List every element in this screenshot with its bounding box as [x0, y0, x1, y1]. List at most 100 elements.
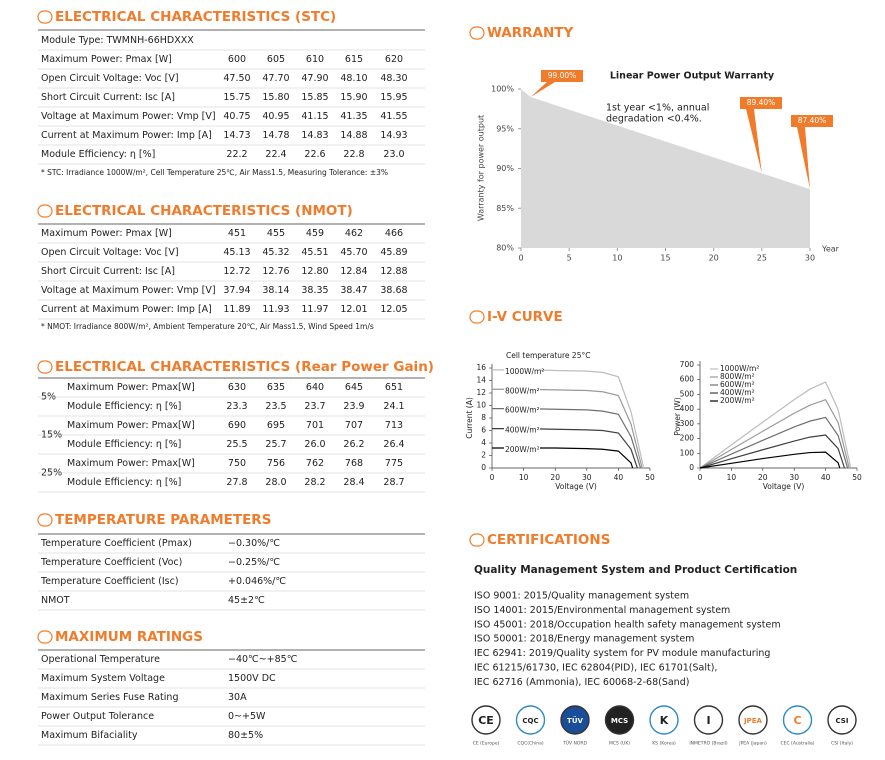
- logo-mark: K: [660, 714, 669, 727]
- cell-value: 459: [306, 228, 324, 239]
- cell-value: 14.93: [380, 130, 407, 141]
- label-pointer: [746, 109, 762, 174]
- label-bg: [504, 366, 540, 377]
- cell-value: 38.47: [340, 285, 367, 296]
- row-value: 45±2℃: [228, 595, 265, 606]
- logo-caption: CSI (Italy): [831, 741, 853, 747]
- y-tick-label: 4: [481, 438, 486, 447]
- x-tick-label: 0: [698, 473, 703, 482]
- row-value: −0.30%/℃: [228, 538, 280, 549]
- cell-value: 15.95: [380, 92, 407, 103]
- cell-value: 40.95: [262, 111, 289, 122]
- cell-value: 12.84: [340, 266, 367, 277]
- row-label: Voltage at Maximum Power: Vmp [V]: [41, 111, 216, 122]
- curve: [699, 451, 841, 469]
- y-tick-label: 600: [680, 375, 695, 384]
- legend-label: 1000W/m²: [720, 364, 759, 373]
- x-tick-label: 30: [789, 473, 799, 482]
- cell-value: 38.35: [301, 285, 328, 296]
- logo-caption: CQC(China): [517, 741, 543, 747]
- cell-value: 11.89: [223, 304, 250, 315]
- cell-value: 23.9: [343, 401, 364, 412]
- cell-value: 701: [306, 420, 324, 431]
- cell-value: 15.85: [301, 92, 328, 103]
- x-tick-label: 30: [582, 473, 592, 482]
- cell-value: 713: [385, 420, 403, 431]
- row-label: Temperature Coefficient (Isc): [40, 576, 179, 587]
- label-box: [740, 97, 782, 109]
- row-label: Operational Temperature: [41, 654, 160, 665]
- row-value: 80±5%: [228, 730, 263, 741]
- cell-value: 23.3: [226, 401, 247, 412]
- cell-value: 15.80: [262, 92, 289, 103]
- x-tick-label: 50: [852, 473, 862, 482]
- value-label: 87.40%: [798, 116, 827, 125]
- logo-caption: MCS (UK): [609, 741, 630, 747]
- y-tick-label: 80%: [496, 244, 514, 253]
- note: * NMOT: Irradiance 800W/m², Ambient Temp…: [41, 322, 374, 331]
- y-tick-label: 8: [481, 413, 486, 422]
- cell-value: 26.2: [343, 439, 364, 450]
- logo-mark: TÜV: [567, 716, 583, 725]
- cell-value: 28.7: [383, 477, 404, 488]
- logo-caption: CE (Europe): [473, 741, 500, 747]
- legend-label: 600W/m²: [720, 380, 755, 389]
- cell-value: 610: [306, 54, 324, 65]
- section-title: ELECTRICAL CHARACTERISTICS (Rear Power G…: [55, 359, 434, 375]
- logo-mark: I: [706, 714, 710, 727]
- cell-value: 15.75: [223, 92, 250, 103]
- cell-value: 23.5: [265, 401, 286, 412]
- logo-mark: C: [793, 714, 801, 727]
- section-title: WARRANTY: [487, 25, 573, 41]
- row-label: Module Efficiency: η [%]: [67, 439, 181, 450]
- cell-value: 12.05: [380, 304, 407, 315]
- row-value: 30A: [228, 692, 247, 703]
- cell-value: 47.90: [301, 73, 328, 84]
- cell-value: 28.2: [304, 477, 325, 488]
- label-box: [791, 115, 833, 127]
- cell-value: 45.32: [262, 247, 289, 258]
- value-label: 89.40%: [747, 98, 776, 107]
- warranty-area: [521, 89, 810, 248]
- cell-value: 22.4: [265, 149, 286, 160]
- label-bg: [504, 405, 540, 416]
- cell-value: 25.5: [226, 439, 247, 450]
- cell-value: 25.7: [265, 439, 286, 450]
- cell-value: 26.0: [304, 439, 325, 450]
- x-tick-label: 25: [757, 254, 767, 263]
- row-label: Module Type: TWMNH-66HDXXX: [41, 35, 194, 46]
- x-tick-label: 0: [518, 254, 523, 263]
- cell-value: 600: [228, 54, 246, 65]
- cert-line: ISO 9001: 2015/Quality management system: [474, 591, 689, 602]
- cell-value: 462: [345, 228, 363, 239]
- logo: [782, 705, 813, 735]
- cell-value: 41.15: [301, 111, 328, 122]
- value-label: 99.00%: [548, 71, 577, 80]
- label-box: [541, 70, 583, 82]
- annotation: degradation <0.4%.: [606, 114, 702, 125]
- cell-value: 47.70: [262, 73, 289, 84]
- legend-label: 1000W/m²: [505, 367, 544, 376]
- cell-value: 45.89: [380, 247, 407, 258]
- legend-label: 200W/m²: [505, 445, 540, 454]
- cell-value: 695: [267, 420, 285, 431]
- row-label: Current at Maximum Power: Imp [A]: [41, 130, 212, 141]
- cell-value: 22.6: [304, 149, 325, 160]
- row-label: Maximum Power: Pmax[W]: [67, 420, 195, 431]
- cell-value: 41.35: [340, 111, 367, 122]
- row-label: Maximum Power: Pmax[W]: [67, 458, 195, 469]
- cell-value: 48.30: [380, 73, 407, 84]
- x-tick-label: 40: [614, 473, 624, 482]
- legend-label: 400W/m²: [505, 426, 540, 435]
- row-label: Maximum Power: Pmax [W]: [41, 228, 172, 239]
- section-title: TEMPERATURE PARAMETERS: [55, 512, 271, 528]
- y-tick-label: 200: [680, 434, 695, 443]
- y-tick-label: 0: [689, 463, 694, 472]
- section-title: ELECTRICAL CHARACTERISTICS (NMOT): [55, 203, 353, 219]
- logo: [649, 705, 679, 735]
- logo: [560, 705, 590, 735]
- cell-value: 620: [385, 54, 403, 65]
- row-label: Short Circuit Current: Isc [A]: [41, 266, 175, 277]
- y-tick-label: 14: [476, 376, 486, 385]
- curve: [699, 416, 849, 469]
